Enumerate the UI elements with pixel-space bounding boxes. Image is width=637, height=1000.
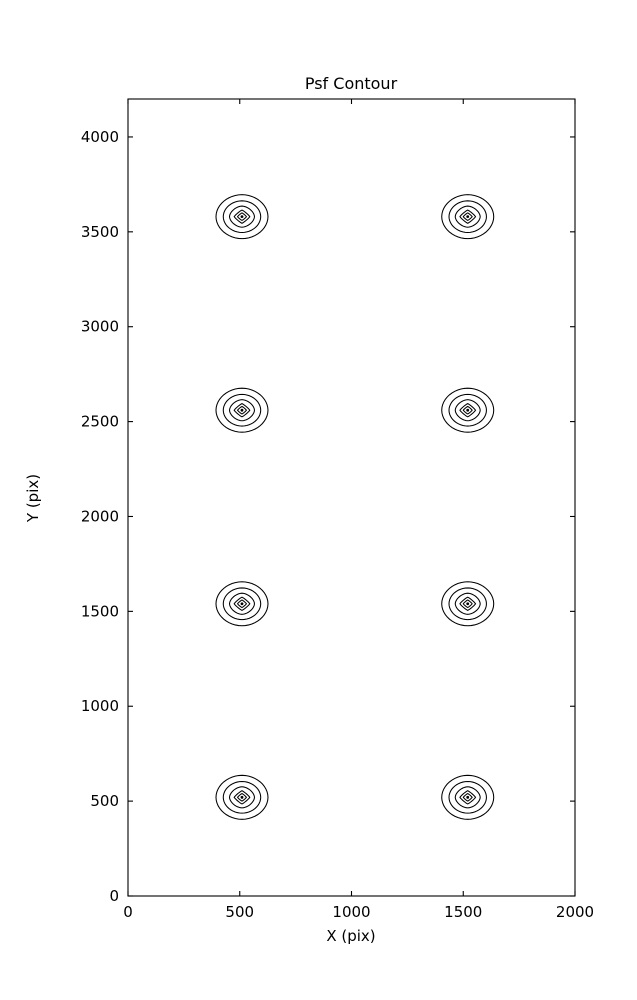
contour-level-5 xyxy=(462,792,473,802)
psf-core xyxy=(240,602,244,606)
psf-core xyxy=(466,795,470,799)
contour-level-1 xyxy=(215,774,269,820)
y-tick-label: 3500 xyxy=(81,223,119,241)
x-axis-ticks: 0 500 1000 1500 2000 xyxy=(123,99,594,921)
contour-level-2 xyxy=(222,587,262,621)
y-axis-label-group: Y (pix) xyxy=(24,474,42,523)
y-tick-label: 2500 xyxy=(81,413,119,431)
psf-contour-blob xyxy=(441,387,495,433)
contour-level-2 xyxy=(222,780,262,814)
contour-level-5 xyxy=(236,792,248,802)
psf-contour-blob xyxy=(215,774,269,820)
psf-contour-blob xyxy=(215,194,269,240)
contour-level-5 xyxy=(462,212,473,221)
contour-level-3 xyxy=(454,786,481,809)
contour-level-4 xyxy=(459,403,477,418)
contour-level-3 xyxy=(228,399,256,422)
contour-level-1 xyxy=(441,194,495,240)
psf-core xyxy=(240,215,244,219)
psf-contour-blob xyxy=(215,581,269,627)
psf-core xyxy=(240,795,244,799)
y-tick-label: 2000 xyxy=(81,507,119,525)
contour-level-4 xyxy=(233,790,251,805)
contour-level-5 xyxy=(236,599,248,609)
psf-contour-blob xyxy=(441,774,495,820)
y-tick-label: 1500 xyxy=(81,602,119,620)
axes-border xyxy=(127,98,576,897)
x-tick-label: 1000 xyxy=(332,903,370,921)
x-tick-label: 500 xyxy=(225,903,254,921)
contour-level-1 xyxy=(215,387,269,433)
contour-level-5 xyxy=(236,405,248,415)
contour-level-2 xyxy=(448,393,487,427)
psf-core xyxy=(466,408,470,412)
contour-level-1 xyxy=(441,387,495,433)
y-tick-label: 500 xyxy=(90,792,119,810)
chart-title-group: Psf Contour xyxy=(305,74,398,93)
x-axis-label: X (pix) xyxy=(326,927,375,945)
contour-level-3 xyxy=(454,592,481,615)
contour-level-1 xyxy=(215,581,269,627)
contour-level-4 xyxy=(233,403,251,418)
contour-level-3 xyxy=(228,786,256,809)
contour-level-3 xyxy=(454,205,481,228)
contour-series xyxy=(215,194,495,820)
contour-level-4 xyxy=(459,209,477,224)
y-axis-ticks: 0 500 1000 1500 2000 2500 3000 3500 4000 xyxy=(81,128,575,905)
psf-contour-blob xyxy=(215,387,269,433)
y-tick-label: 3000 xyxy=(81,318,119,336)
contour-level-1 xyxy=(441,774,495,820)
psf-core xyxy=(466,602,470,606)
contour-level-4 xyxy=(459,596,477,611)
contour-level-1 xyxy=(215,194,269,240)
contour-level-5 xyxy=(236,212,248,221)
contour-level-3 xyxy=(228,592,256,615)
psf-core xyxy=(466,215,470,219)
y-axis-label: Y (pix) xyxy=(24,474,42,523)
psf-core xyxy=(240,408,244,412)
y-tick-label: 0 xyxy=(109,887,119,905)
contour-level-5 xyxy=(462,599,473,609)
x-tick-label: 0 xyxy=(123,903,133,921)
x-tick-label: 2000 xyxy=(556,903,594,921)
contour-level-4 xyxy=(459,790,477,805)
contour-level-1 xyxy=(441,581,495,627)
contour-level-5 xyxy=(462,405,473,415)
contour-level-2 xyxy=(222,200,262,234)
contour-level-2 xyxy=(448,587,487,621)
chart-title: Psf Contour xyxy=(305,74,398,93)
x-axis-label-group: X (pix) xyxy=(326,927,375,945)
contour-level-4 xyxy=(233,209,251,224)
contour-level-4 xyxy=(233,596,251,611)
y-tick-label: 1000 xyxy=(81,697,119,715)
contour-level-3 xyxy=(454,399,481,422)
psf-contour-blob xyxy=(441,581,495,627)
contour-level-2 xyxy=(448,780,487,814)
axes-frame xyxy=(127,98,576,897)
contour-level-2 xyxy=(448,200,487,234)
psf-contour-blob xyxy=(441,194,495,240)
x-tick-label: 1500 xyxy=(444,903,482,921)
contour-level-3 xyxy=(228,205,256,228)
y-tick-label: 4000 xyxy=(81,128,119,146)
contour-level-2 xyxy=(222,393,262,427)
